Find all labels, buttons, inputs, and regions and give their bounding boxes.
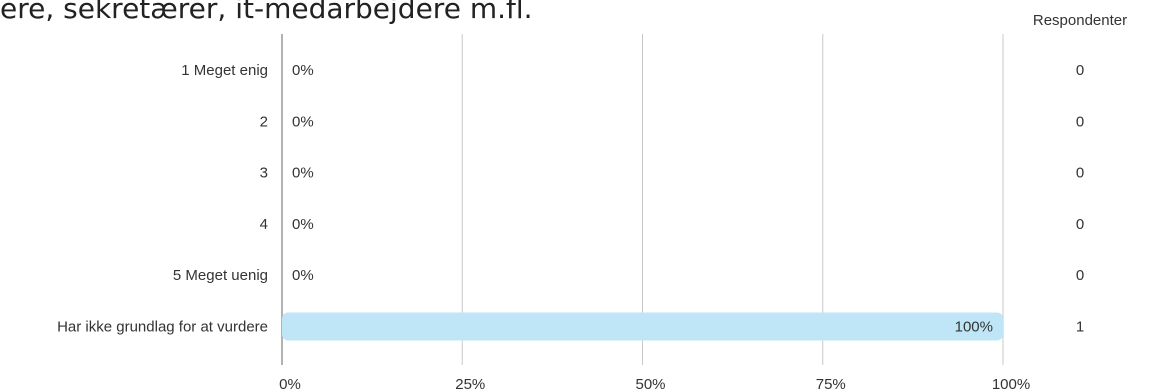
x-tick-labels: 0% 25% 50% 75% 100% [279,376,1030,392]
category-label: Har ikke grundlag for at vurdere [57,319,268,336]
value-labels: 0% 0% 0% 0% 0% 100% [292,62,993,336]
category-label: 5 Meget uenig [173,267,268,284]
value-label: 0% [292,62,314,79]
respondent-count: 0 [1076,62,1084,79]
x-tick-label: 0% [279,376,301,392]
value-label: 0% [292,216,314,233]
value-label: 0% [292,113,314,130]
category-label: 2 [260,113,268,130]
respondent-count: 1 [1076,319,1084,336]
respondent-counts: 0 0 0 0 0 1 [1076,62,1084,336]
respondent-count: 0 [1076,165,1084,182]
respondents-header: Respondenter [1033,12,1127,29]
page-title: ere, sekretærer, it-medarbejdere m.fl. [0,0,533,25]
respondent-count: 0 [1076,267,1084,284]
bars [282,312,1003,341]
bar [282,312,1003,341]
x-tick-label: 25% [455,376,485,392]
x-tick-label: 50% [635,376,665,392]
grid-lines [281,34,1004,365]
value-label: 100% [955,319,993,336]
respondent-count: 0 [1076,216,1084,233]
category-label: 1 Meget enig [181,62,268,79]
category-labels: 1 Meget enig 2 3 4 5 Meget uenig Har ikke gru… [57,62,268,336]
value-label: 0% [292,165,314,182]
category-label: 3 [260,165,268,182]
x-tick-label: 100% [992,376,1030,392]
category-label: 4 [260,216,268,233]
respondent-count: 0 [1076,113,1084,130]
x-tick-label: 75% [816,376,846,392]
value-label: 0% [292,267,314,284]
